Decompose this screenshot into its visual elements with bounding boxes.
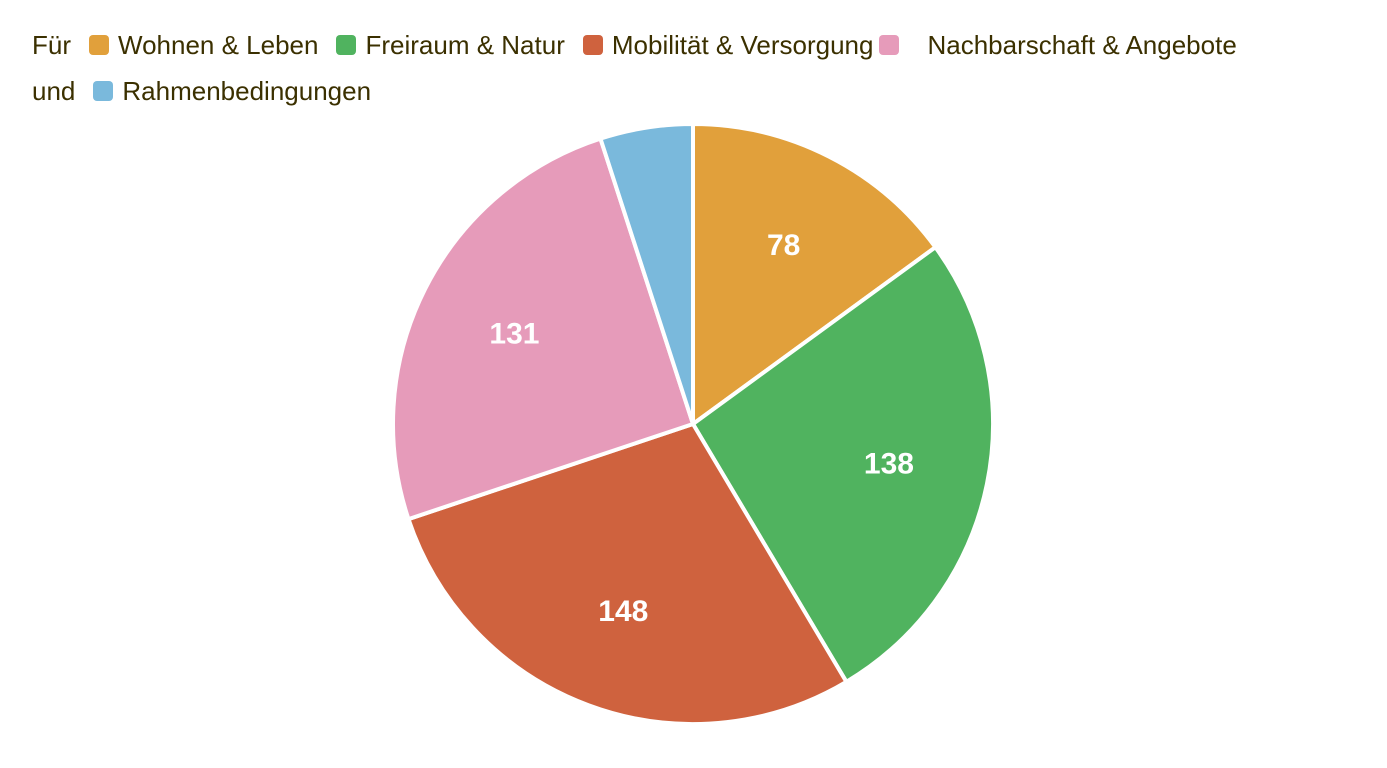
legend-label-mobilitaet-versorgung: Mobilität & Versorgung bbox=[611, 30, 874, 60]
pie-slice-rahmenbedingungen[interactable] bbox=[598, 122, 695, 426]
legend-prefix: Für bbox=[32, 30, 71, 60]
legend-item-wohnen-leben[interactable]: Wohnen & Leben bbox=[89, 22, 318, 68]
chart-legend: Für Wohnen & Leben Freiraum & Natur Mobi… bbox=[32, 22, 1372, 114]
legend-item-freiraum-natur[interactable]: Freiraum & Natur bbox=[336, 22, 565, 68]
data-label-nachbarschaft-angebote: 131 bbox=[489, 317, 539, 350]
legend-item-mobilitaet-versorgung[interactable]: Mobilität & Versorgung bbox=[582, 22, 874, 68]
legend-swatch-wohnen-leben bbox=[89, 35, 109, 55]
legend-item-rahmenbedingungen[interactable]: Rahmenbedingungen bbox=[93, 68, 371, 114]
pie-slice-mobilitaet-versorgung[interactable] bbox=[406, 422, 849, 726]
pie-slices bbox=[391, 122, 995, 726]
pie-data-labels: 78 138 148 131 bbox=[489, 229, 914, 628]
legend-label-rahmenbedingungen: Rahmenbedingungen bbox=[122, 76, 372, 106]
legend-swatch-rahmenbedingungen bbox=[93, 81, 114, 101]
legend-item-nachbarschaft-angebote[interactable]: Nachbarschaft & Angebote bbox=[879, 22, 1237, 68]
pie-slice-nachbarschaft-angebote[interactable] bbox=[391, 136, 695, 522]
data-label-mobilitaet-versorgung: 148 bbox=[598, 595, 648, 628]
legend-row-2: und Rahmenbedingungen bbox=[32, 68, 1372, 114]
legend-swatch-mobilitaet-versorgung bbox=[582, 35, 603, 55]
data-label-wohnen-leben: 78 bbox=[767, 229, 800, 262]
legend-row-1: Für Wohnen & Leben Freiraum & Natur Mobi… bbox=[32, 22, 1372, 68]
legend-label-wohnen-leben: Wohnen & Leben bbox=[118, 30, 319, 60]
legend-swatch-nachbarschaft-angebote bbox=[879, 35, 900, 55]
legend-label-nachbarschaft-angebote: Nachbarschaft & Angebote bbox=[927, 30, 1237, 60]
data-label-freiraum-natur: 138 bbox=[864, 448, 914, 481]
pie-slice-freiraum-natur[interactable] bbox=[691, 245, 995, 684]
legend-connector: und bbox=[32, 76, 76, 106]
pie-slice-wohnen-leben[interactable] bbox=[691, 122, 938, 426]
legend-swatch-freiraum-natur bbox=[336, 35, 357, 55]
legend-label-freiraum-natur: Freiraum & Natur bbox=[365, 30, 565, 60]
